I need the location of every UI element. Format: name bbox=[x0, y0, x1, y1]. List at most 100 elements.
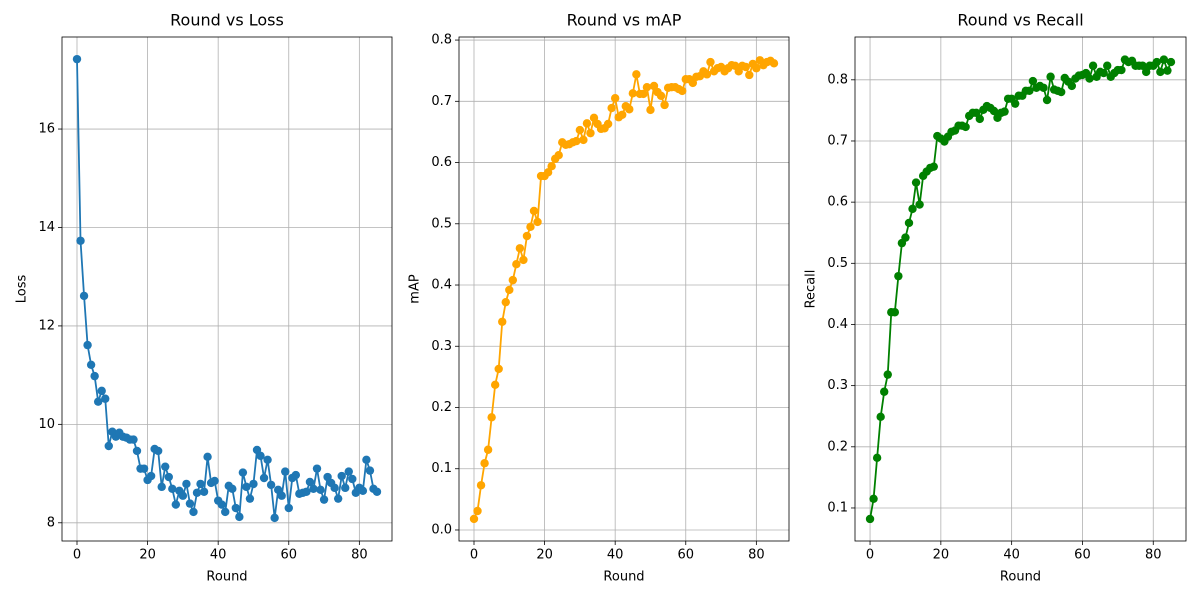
point bbox=[632, 70, 641, 79]
point bbox=[890, 308, 900, 317]
point bbox=[192, 488, 202, 497]
point bbox=[1085, 74, 1094, 83]
point bbox=[476, 481, 486, 490]
point bbox=[972, 108, 981, 118]
point bbox=[245, 494, 255, 503]
point bbox=[235, 512, 244, 522]
point bbox=[217, 500, 226, 509]
point bbox=[904, 218, 914, 228]
point bbox=[706, 57, 715, 67]
point bbox=[603, 119, 613, 129]
point bbox=[526, 222, 535, 232]
point bbox=[182, 479, 191, 489]
point bbox=[341, 483, 350, 493]
point bbox=[281, 467, 290, 476]
series-line bbox=[473, 58, 775, 520]
x-tick-label: 20 bbox=[139, 548, 156, 563]
point bbox=[901, 233, 910, 242]
y-tick-label: 16 bbox=[38, 122, 55, 137]
y-tick-label: 0.1 bbox=[431, 461, 452, 476]
point bbox=[501, 297, 510, 307]
point bbox=[911, 178, 921, 187]
y-tick-label: 0.2 bbox=[827, 439, 848, 454]
point bbox=[639, 89, 648, 99]
point bbox=[876, 412, 885, 422]
chart-title: Round vs Loss bbox=[170, 11, 284, 30]
point bbox=[989, 106, 999, 116]
point bbox=[473, 506, 482, 516]
point bbox=[1042, 95, 1052, 105]
point bbox=[1099, 68, 1108, 78]
point bbox=[358, 486, 368, 495]
point bbox=[678, 86, 687, 96]
point bbox=[266, 480, 276, 490]
point bbox=[256, 451, 265, 461]
point bbox=[189, 507, 198, 517]
point bbox=[153, 446, 163, 456]
point bbox=[610, 94, 620, 103]
point bbox=[362, 455, 371, 464]
point bbox=[490, 380, 500, 390]
y-tick-label: 0.8 bbox=[827, 72, 848, 87]
point bbox=[1138, 61, 1147, 70]
point bbox=[505, 285, 514, 295]
chart-title: Round vs mAP bbox=[567, 11, 682, 30]
y-tick-label: 0.4 bbox=[827, 317, 848, 332]
point bbox=[554, 150, 563, 160]
y-tick-label: 10 bbox=[38, 417, 55, 432]
point bbox=[572, 136, 581, 146]
point bbox=[259, 473, 269, 483]
point bbox=[529, 206, 539, 216]
point bbox=[625, 105, 634, 114]
point bbox=[872, 453, 882, 463]
point bbox=[93, 397, 103, 406]
x-tick-label: 0 bbox=[470, 548, 478, 563]
point bbox=[344, 467, 353, 476]
point bbox=[228, 484, 237, 494]
point bbox=[1010, 99, 1020, 108]
point bbox=[883, 370, 892, 379]
point bbox=[79, 291, 89, 301]
y-tick-label: 0.5 bbox=[827, 256, 848, 271]
y-tick-label: 0.1 bbox=[827, 500, 848, 515]
point bbox=[642, 83, 652, 92]
x-tick-label: 60 bbox=[1074, 548, 1091, 563]
point bbox=[547, 162, 556, 171]
point bbox=[104, 441, 113, 451]
point bbox=[1103, 61, 1112, 70]
x-tick-label: 0 bbox=[866, 548, 874, 563]
point bbox=[76, 236, 85, 245]
point bbox=[769, 59, 779, 68]
x-axis-label: Round bbox=[1000, 570, 1041, 585]
point bbox=[203, 452, 212, 462]
point bbox=[894, 271, 903, 281]
point bbox=[586, 128, 595, 138]
point bbox=[508, 275, 518, 285]
x-tick-label: 0 bbox=[73, 548, 81, 563]
point bbox=[961, 122, 970, 132]
point bbox=[199, 487, 209, 496]
x-tick-label: 80 bbox=[1145, 548, 1162, 563]
point bbox=[579, 135, 588, 145]
point bbox=[90, 371, 99, 381]
point bbox=[337, 471, 346, 481]
x-tick-label: 60 bbox=[280, 548, 297, 563]
point bbox=[348, 474, 357, 484]
point bbox=[628, 89, 638, 98]
point bbox=[515, 244, 525, 253]
point bbox=[1057, 87, 1066, 97]
point bbox=[231, 503, 241, 513]
point bbox=[646, 105, 655, 115]
point bbox=[263, 455, 272, 464]
x-tick-label: 80 bbox=[351, 548, 368, 563]
point bbox=[305, 477, 315, 487]
x-tick-label: 80 bbox=[748, 548, 765, 563]
point bbox=[316, 485, 325, 495]
point bbox=[221, 507, 230, 517]
point bbox=[1028, 76, 1038, 86]
x-tick-label: 20 bbox=[933, 548, 950, 563]
y-tick-label: 0.3 bbox=[827, 378, 848, 393]
point bbox=[309, 484, 318, 494]
point bbox=[688, 78, 698, 88]
point bbox=[1152, 57, 1161, 67]
